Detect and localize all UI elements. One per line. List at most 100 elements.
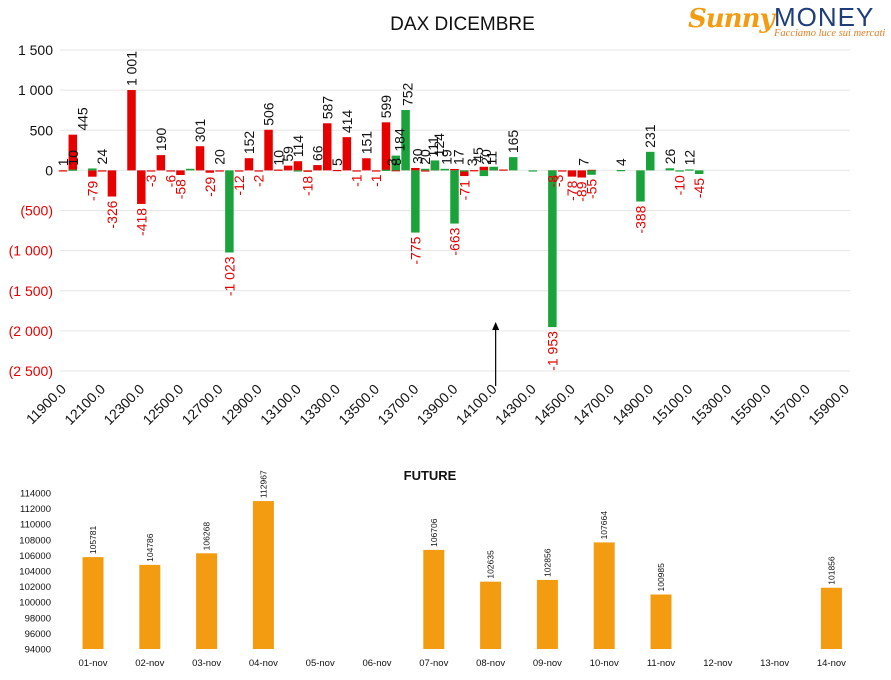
future-bar xyxy=(423,549,445,649)
bar xyxy=(88,168,97,171)
future-value-label: 112967 xyxy=(258,470,268,498)
bar xyxy=(215,170,224,172)
data-label: 17 xyxy=(450,149,466,165)
data-label: -18 xyxy=(300,176,316,196)
y-tick-label: (500) xyxy=(20,203,53,219)
future-x-tick-label: 13-nov xyxy=(760,658,789,669)
bar xyxy=(411,170,420,233)
bar xyxy=(146,170,156,172)
bar xyxy=(88,170,97,177)
data-label: 24 xyxy=(94,149,110,165)
data-label: -1 023 xyxy=(221,256,237,296)
bar xyxy=(479,170,489,177)
bar xyxy=(313,165,322,171)
x-tick-label: 12100.0 xyxy=(61,381,108,428)
future-value-label: 106268 xyxy=(202,522,212,551)
bar xyxy=(127,90,136,171)
bar xyxy=(176,170,185,176)
bar xyxy=(68,169,78,171)
bar xyxy=(479,166,489,171)
future-y-tick-label: 110000 xyxy=(20,520,51,531)
future-bar xyxy=(139,564,161,649)
data-label: 124 xyxy=(431,133,447,157)
x-tick-label: 14100.0 xyxy=(453,381,500,428)
bar xyxy=(323,123,332,171)
bar xyxy=(68,134,78,171)
bar xyxy=(489,166,498,171)
data-label: 301 xyxy=(192,119,208,143)
future-x-tick-label: 08-nov xyxy=(476,658,505,669)
future-y-tick-label: 102000 xyxy=(19,582,51,593)
future-y-tick-label: 108000 xyxy=(19,535,51,546)
data-label: 151 xyxy=(358,131,374,155)
bar xyxy=(460,170,469,177)
data-label: 45 xyxy=(470,147,486,163)
x-tick-label: 12900.0 xyxy=(218,381,265,428)
data-label: 4 xyxy=(613,158,629,166)
annotation-arrow-head xyxy=(492,322,500,330)
bar xyxy=(499,169,508,171)
bar xyxy=(97,170,107,172)
future-value-label: 102635 xyxy=(486,550,496,579)
future-bar xyxy=(480,581,502,649)
bar xyxy=(137,170,146,204)
bar xyxy=(528,170,538,172)
x-tick-label: 12700.0 xyxy=(179,381,226,428)
data-label: 587 xyxy=(319,96,335,120)
data-label: 152 xyxy=(241,131,257,155)
data-label: 30 xyxy=(409,148,425,164)
data-label: -29 xyxy=(202,176,218,196)
x-tick-label: 14500.0 xyxy=(531,381,578,428)
data-label: 7 xyxy=(576,158,592,166)
future-x-tick-label: 11-nov xyxy=(647,658,676,669)
data-label: -2 xyxy=(251,174,267,187)
future-x-tick-label: 01-nov xyxy=(78,658,107,669)
x-tick-label: 13100.0 xyxy=(257,381,304,428)
future-value-label: 104786 xyxy=(145,533,155,562)
bar xyxy=(156,155,166,171)
bar xyxy=(293,161,303,171)
bar xyxy=(264,129,273,171)
data-label: 1 001 xyxy=(124,51,140,86)
y-tick-label: (1 500) xyxy=(9,283,53,299)
sunny-money-logo: Sunny MONEY Facciamo luce sui mercati xyxy=(688,2,888,42)
future-y-tick-label: 98000 xyxy=(25,613,51,624)
bar xyxy=(274,169,283,171)
bar xyxy=(107,170,117,197)
data-label: 1 xyxy=(55,158,71,166)
x-tick-label: 13700.0 xyxy=(374,381,421,428)
data-label: 445 xyxy=(75,107,91,131)
data-label: 59 xyxy=(280,146,296,162)
bar xyxy=(508,157,518,171)
future-bar xyxy=(536,579,558,649)
future-y-tick-label: 94000 xyxy=(25,645,51,656)
data-label: 20 xyxy=(212,149,228,165)
future-x-tick-label: 10-nov xyxy=(590,658,619,669)
future-x-tick-label: 09-nov xyxy=(533,658,562,669)
y-tick-label: (1 000) xyxy=(9,243,53,259)
x-tick-label: 12300.0 xyxy=(100,381,147,428)
bar xyxy=(362,158,371,171)
future-x-tick-label: 06-nov xyxy=(362,658,391,669)
future-y-tick-label: 112000 xyxy=(20,504,51,515)
future-value-label: 107664 xyxy=(599,511,609,540)
y-tick-label: 1 000 xyxy=(18,82,53,98)
data-label: 599 xyxy=(378,95,394,119)
data-label: -55 xyxy=(584,179,600,199)
x-tick-label: 14700.0 xyxy=(570,381,617,428)
bar xyxy=(185,168,195,171)
bar xyxy=(567,170,577,177)
bar xyxy=(381,169,391,171)
bar xyxy=(420,168,430,171)
bar xyxy=(430,160,440,171)
logo-sunny: Sunny xyxy=(688,4,775,34)
future-x-tick-label: 04-nov xyxy=(249,658,278,669)
data-label: -78 xyxy=(564,180,580,200)
data-label: 10 xyxy=(270,150,286,166)
bar xyxy=(371,170,381,172)
bar xyxy=(58,170,68,172)
x-tick-label: 15500.0 xyxy=(727,381,774,428)
data-label: 20 xyxy=(478,149,494,165)
future-chart: 94000 96000 98000 100000 102000 104000 106000 1… xyxy=(19,470,846,669)
